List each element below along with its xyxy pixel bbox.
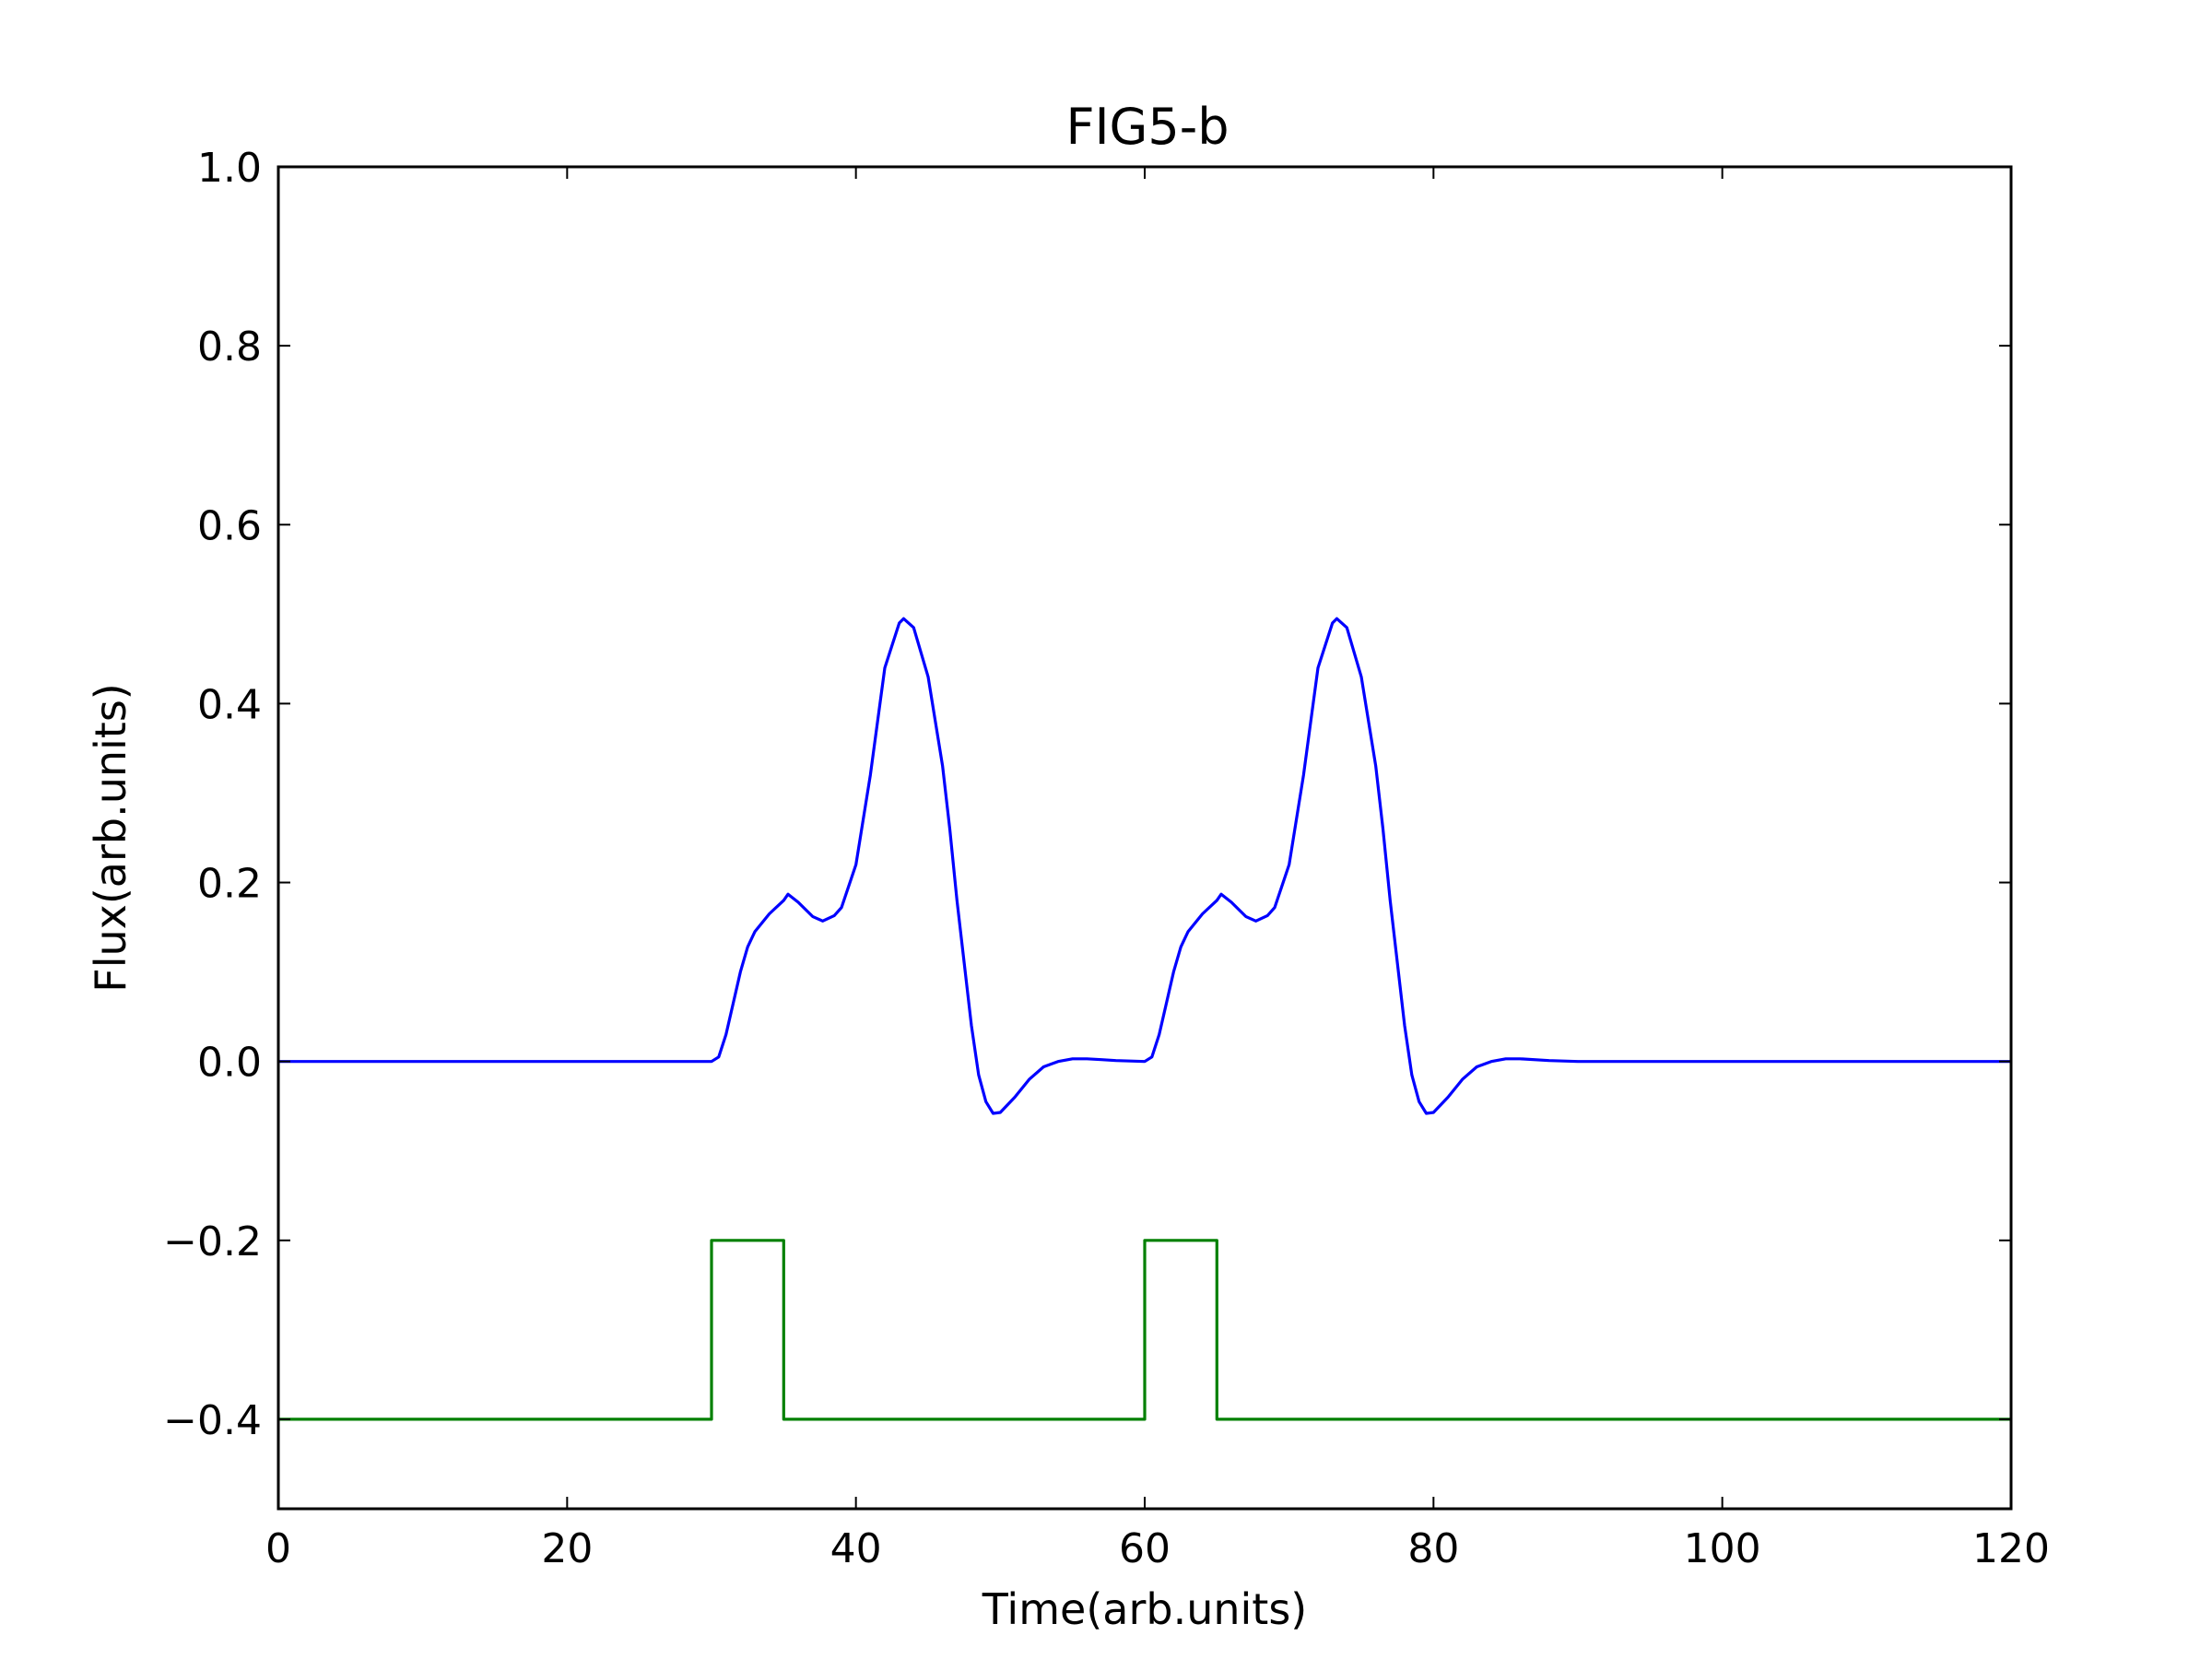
x-axis-label: Time(arb.units): [982, 1584, 1307, 1634]
axis-ticks: 0 20 40 60 80 100 120 −0.4 −0.2 0.0 0.2 0.4 0.6 0.8 1.…: [163, 145, 2050, 1572]
y-tick-label: 0.6: [197, 502, 262, 549]
x-tick-label: 100: [1684, 1525, 1761, 1572]
x-tick-label: 80: [1407, 1525, 1459, 1572]
x-tick-label: 60: [1119, 1525, 1171, 1572]
x-tick-label: 20: [541, 1525, 593, 1572]
chart-title: FIG5-b: [1066, 98, 1230, 156]
y-tick-label: −0.2: [163, 1218, 262, 1265]
y-tick-label: 0.0: [197, 1040, 262, 1087]
y-tick-label: 0.8: [197, 324, 262, 371]
plot-frame: [276, 165, 2013, 1511]
x-tick-label: 40: [830, 1525, 882, 1572]
series-line-1: [278, 617, 2011, 1115]
y-tick-label: −0.4: [163, 1397, 262, 1444]
y-tick-label: 1.0: [197, 145, 262, 192]
y-axis-label: Flux(arb.units): [86, 683, 135, 993]
x-tick-label: 120: [1972, 1525, 2050, 1572]
y-tick-label: 0.2: [197, 861, 262, 908]
y-tick-label: 0.4: [197, 681, 262, 728]
plot-area: [278, 617, 2011, 1421]
x-tick-label: 0: [265, 1525, 291, 1572]
series-line-2: [278, 1239, 2011, 1421]
